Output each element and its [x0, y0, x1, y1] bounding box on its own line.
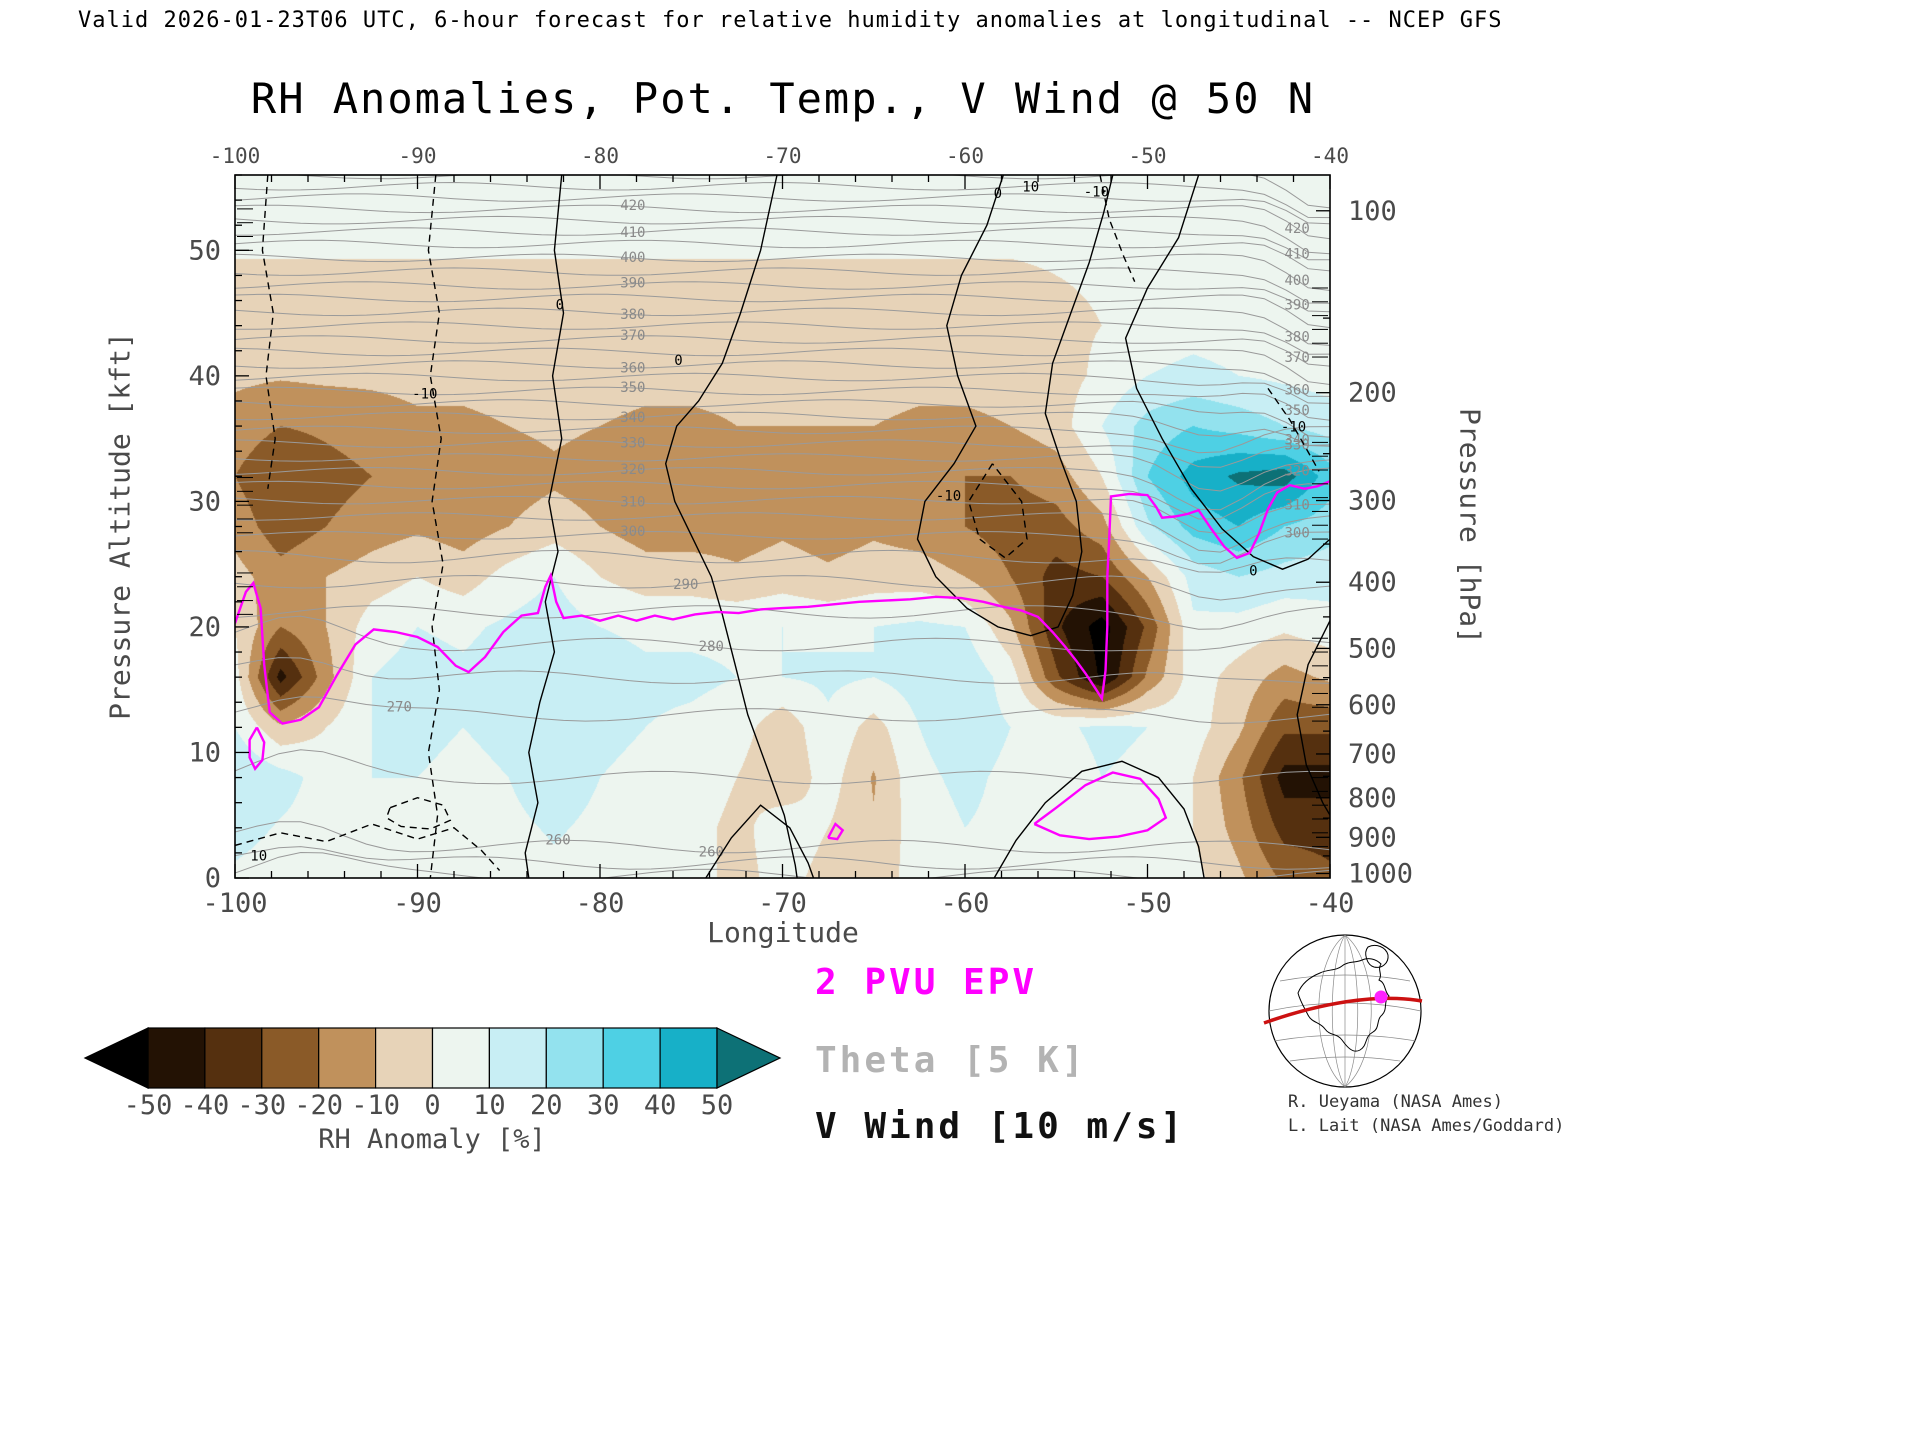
- svg-text:-60: -60: [941, 888, 990, 919]
- map-inset-svg: [1263, 934, 1423, 1088]
- valid-time-text: Valid 2026-01-23T06 UTC, 6-hour forecast…: [78, 8, 1503, 33]
- svg-text:30: 30: [188, 486, 221, 517]
- svg-text:10: 10: [473, 1090, 506, 1121]
- svg-text:-50: -50: [1123, 888, 1172, 919]
- graticule: [1268, 934, 1422, 1088]
- y-axis-title: Pressure Altitude [kft]: [103, 332, 137, 720]
- legend-theta: Theta [5 K]: [815, 1040, 1087, 1081]
- colorbar: -50 -40 -30 -20 -10 0 10 20 30 40 50: [83, 1027, 782, 1121]
- svg-text:0: 0: [205, 863, 221, 894]
- colorbar-title: RH Anomaly [%]: [318, 1124, 546, 1155]
- svg-text:200: 200: [1348, 378, 1397, 409]
- svg-text:40: 40: [188, 361, 221, 392]
- svg-text:-50: -50: [124, 1090, 173, 1121]
- svg-text:-30: -30: [237, 1090, 286, 1121]
- svg-text:-80: -80: [576, 888, 625, 919]
- svg-text:50: 50: [188, 235, 221, 266]
- svg-text:-60: -60: [946, 144, 984, 168]
- svg-text:-90: -90: [393, 888, 442, 919]
- continents: [1297, 944, 1390, 1052]
- svg-text:900: 900: [1348, 822, 1397, 853]
- chart-title: RH Anomalies, Pot. Temp., V Wind @ 50 N: [250, 74, 1316, 123]
- credit-line-2: L. Lait (NASA Ames/Goddard): [1288, 1116, 1565, 1136]
- rh-anomaly-fill-canvas: [235, 175, 1330, 878]
- svg-text:700: 700: [1348, 739, 1397, 770]
- svg-text:-40: -40: [1306, 888, 1355, 919]
- svg-text:10: 10: [188, 737, 221, 768]
- svg-text:500: 500: [1348, 633, 1397, 664]
- svg-text:1000: 1000: [1348, 858, 1413, 889]
- svg-text:-100: -100: [210, 144, 261, 168]
- svg-text:40: 40: [644, 1090, 677, 1121]
- svg-text:20: 20: [188, 612, 221, 643]
- svg-text:-10: -10: [351, 1090, 400, 1121]
- svg-text:-20: -20: [294, 1090, 343, 1121]
- svg-text:-90: -90: [399, 144, 437, 168]
- credit-line-1: R. Ueyama (NASA Ames): [1288, 1092, 1503, 1112]
- svg-text:300: 300: [1348, 486, 1397, 517]
- svg-text:800: 800: [1348, 783, 1397, 814]
- svg-text:50: 50: [701, 1090, 734, 1121]
- svg-text:600: 600: [1348, 690, 1397, 721]
- svg-text:-100: -100: [202, 888, 267, 919]
- y2-axis-title: Pressure [hPa]: [1453, 407, 1487, 645]
- legend-pvu-epv: 2 PVU EPV: [815, 962, 1038, 1003]
- svg-text:-50: -50: [1129, 144, 1167, 168]
- cross-section-track-line: [1263, 996, 1423, 1025]
- svg-text:-70: -70: [764, 144, 802, 168]
- svg-text:20: 20: [530, 1090, 563, 1121]
- x-axis-title: Longitude: [707, 916, 859, 949]
- svg-text:-40: -40: [181, 1090, 230, 1121]
- svg-text:30: 30: [587, 1090, 620, 1121]
- legend-v-wind: V Wind [10 m/s]: [815, 1106, 1186, 1147]
- cross-section-point-marker: [1374, 990, 1388, 1004]
- svg-text:-80: -80: [581, 144, 619, 168]
- svg-text:0: 0: [424, 1090, 440, 1121]
- svg-text:-70: -70: [758, 888, 807, 919]
- svg-text:400: 400: [1348, 567, 1397, 598]
- svg-text:-40: -40: [1311, 144, 1349, 168]
- svg-text:100: 100: [1348, 196, 1397, 227]
